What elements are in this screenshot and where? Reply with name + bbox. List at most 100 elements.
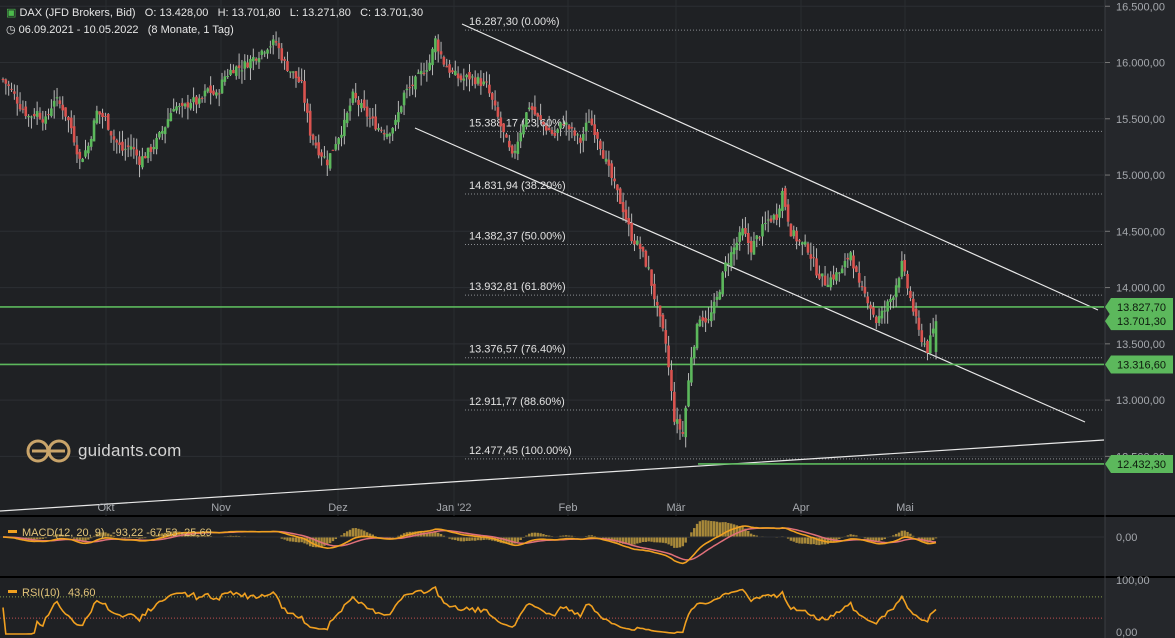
candle-body[interactable] bbox=[425, 70, 429, 72]
candle-body[interactable] bbox=[240, 70, 244, 72]
candle-body[interactable] bbox=[320, 152, 323, 157]
candle-body[interactable] bbox=[217, 93, 221, 95]
candle-body[interactable] bbox=[701, 317, 705, 321]
candle-body[interactable] bbox=[863, 286, 867, 294]
candle-body[interactable] bbox=[616, 184, 619, 191]
candle-body[interactable] bbox=[869, 304, 872, 309]
candle-body[interactable] bbox=[67, 117, 70, 121]
candle-body[interactable] bbox=[889, 298, 892, 303]
candle-body[interactable] bbox=[692, 346, 696, 359]
candle-body[interactable] bbox=[394, 119, 397, 125]
candle-body[interactable] bbox=[323, 156, 326, 158]
candle-body[interactable] bbox=[408, 87, 412, 89]
candle-body[interactable] bbox=[357, 99, 360, 105]
candle-body[interactable] bbox=[641, 246, 645, 252]
candle-body[interactable] bbox=[277, 43, 281, 49]
candle-body[interactable] bbox=[650, 269, 653, 286]
candle-body[interactable] bbox=[106, 114, 110, 130]
candle-body[interactable] bbox=[855, 266, 858, 272]
candle-body[interactable] bbox=[439, 51, 443, 55]
candle-body[interactable] bbox=[448, 64, 451, 73]
candle-body[interactable] bbox=[564, 122, 568, 125]
candle-body[interactable] bbox=[197, 98, 201, 104]
candle-body[interactable] bbox=[374, 116, 377, 130]
candle-body[interactable] bbox=[897, 278, 901, 288]
candle-body[interactable] bbox=[752, 240, 756, 255]
candle-body[interactable] bbox=[21, 108, 25, 110]
candle-body[interactable] bbox=[303, 81, 306, 103]
candle-body[interactable] bbox=[709, 312, 713, 322]
candle-body[interactable] bbox=[806, 243, 810, 253]
candle-body[interactable] bbox=[687, 380, 690, 407]
candle-body[interactable] bbox=[658, 305, 662, 317]
candle-body[interactable] bbox=[81, 158, 84, 162]
candle-body[interactable] bbox=[579, 137, 582, 143]
candle-body[interactable] bbox=[306, 103, 309, 113]
candle-body[interactable] bbox=[135, 149, 138, 156]
candle-body[interactable] bbox=[516, 141, 520, 154]
candle-body[interactable] bbox=[405, 88, 409, 91]
candle-body[interactable] bbox=[212, 90, 215, 95]
candle-body[interactable] bbox=[894, 285, 898, 298]
candle-body[interactable] bbox=[502, 123, 505, 133]
candle-body[interactable] bbox=[203, 90, 207, 97]
candle-body[interactable] bbox=[496, 107, 500, 117]
candle-body[interactable] bbox=[607, 159, 611, 166]
candle-body[interactable] bbox=[829, 277, 833, 288]
candle-body[interactable] bbox=[661, 314, 665, 329]
candle-body[interactable] bbox=[931, 328, 935, 334]
candle-body[interactable] bbox=[229, 69, 232, 75]
long-term-trendline[interactable] bbox=[0, 439, 1105, 512]
candle-body[interactable] bbox=[667, 345, 670, 368]
candle-body[interactable] bbox=[823, 275, 827, 286]
candle-body[interactable] bbox=[7, 84, 10, 86]
candle-body[interactable] bbox=[857, 273, 861, 283]
candle-body[interactable] bbox=[584, 122, 588, 132]
candle-body[interactable] bbox=[729, 252, 733, 267]
candle-body[interactable] bbox=[72, 126, 76, 143]
candle-body[interactable] bbox=[61, 104, 65, 111]
candle-body[interactable] bbox=[451, 70, 454, 73]
candle-body[interactable] bbox=[44, 116, 47, 124]
candle-body[interactable] bbox=[781, 190, 784, 212]
candle-body[interactable] bbox=[766, 219, 770, 221]
candle-body[interactable] bbox=[599, 140, 602, 150]
candle-body[interactable] bbox=[274, 41, 278, 43]
channel-upper-line[interactable] bbox=[461, 23, 1099, 311]
candle-body[interactable] bbox=[64, 107, 67, 117]
candle-body[interactable] bbox=[89, 138, 93, 147]
candle-body[interactable] bbox=[655, 301, 659, 306]
candle-body[interactable] bbox=[485, 81, 488, 83]
candle-body[interactable] bbox=[934, 321, 938, 352]
candle-body[interactable] bbox=[263, 52, 266, 54]
candle-body[interactable] bbox=[163, 127, 167, 135]
candle-body[interactable] bbox=[434, 38, 437, 53]
candle-body[interactable] bbox=[402, 92, 406, 106]
candle-body[interactable] bbox=[647, 267, 651, 269]
candle-body[interactable] bbox=[479, 78, 483, 87]
candle-body[interactable] bbox=[903, 259, 907, 272]
candle-body[interactable] bbox=[653, 283, 656, 300]
candle-body[interactable] bbox=[792, 230, 796, 237]
candle-body[interactable] bbox=[812, 257, 815, 259]
candle-body[interactable] bbox=[872, 307, 875, 315]
candle-body[interactable] bbox=[744, 228, 747, 234]
candle-body[interactable] bbox=[141, 156, 144, 168]
candle-body[interactable] bbox=[525, 112, 528, 127]
candle-body[interactable] bbox=[109, 131, 113, 136]
candle-body[interactable] bbox=[704, 317, 707, 323]
candle-body[interactable] bbox=[562, 124, 565, 126]
candle-body[interactable] bbox=[775, 214, 779, 220]
candle-body[interactable] bbox=[41, 119, 45, 123]
candle-body[interactable] bbox=[550, 129, 554, 134]
candle-body[interactable] bbox=[690, 357, 693, 383]
candle-body[interactable] bbox=[786, 204, 790, 222]
candle-body[interactable] bbox=[707, 319, 710, 321]
candle-body[interactable] bbox=[160, 130, 164, 134]
candle-body[interactable] bbox=[124, 148, 127, 150]
candle-body[interactable] bbox=[783, 188, 787, 207]
candle-body[interactable] bbox=[778, 208, 781, 218]
candle-body[interactable] bbox=[465, 74, 468, 78]
candle-body[interactable] bbox=[581, 134, 585, 141]
candle-body[interactable] bbox=[567, 125, 571, 130]
